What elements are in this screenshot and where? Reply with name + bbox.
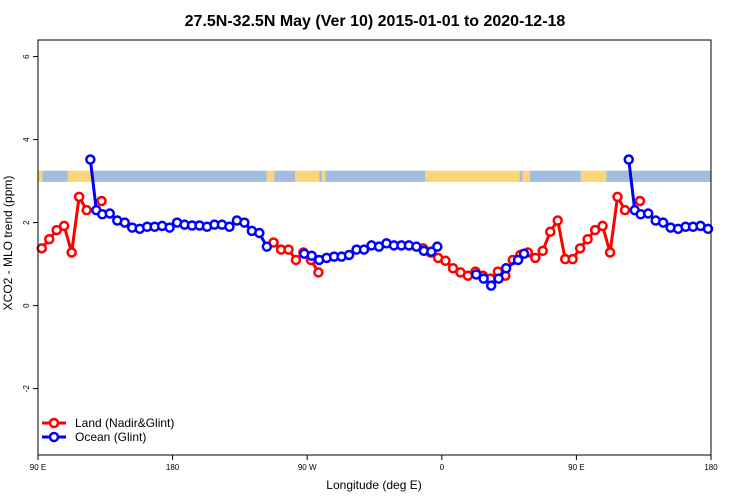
legend-marker-land [48,417,60,429]
strip-segment-ocean [325,170,426,182]
data-point [597,220,608,232]
data-point [623,154,634,165]
y-tick-label: 2 [22,220,31,225]
data-point [306,250,317,262]
data-point [470,269,482,280]
data-point [544,226,556,237]
chart-title: 27.5N-32.5N May (Ver 10) 2015-01-01 to 2… [185,13,566,30]
strip-segment-ocean [91,170,267,182]
data-point [411,241,422,252]
data-point [104,208,116,219]
x-tick-label: 0 [440,463,445,472]
data-point [81,204,92,216]
data-point [283,244,294,255]
x-axis-label: Longitude (deg E) [326,478,421,492]
strip-segment-land [580,170,607,182]
y-tick-label: 6 [22,54,31,59]
data-point [493,273,504,284]
data-point [567,253,578,265]
data-point [432,241,443,252]
data-point [85,154,96,165]
data-point [224,221,235,232]
data-point [612,191,623,203]
y-axis: -2 0 2 4 6 [22,54,38,392]
x-axis: 90 E 180 90 W 0 90 E 180 [30,455,718,472]
strip-segment-ocean [42,170,68,182]
data-point [485,280,497,291]
strip-segment-land [295,170,320,182]
data-point [478,273,489,284]
data-point [537,245,548,257]
x-tick-label: 90 E [568,463,584,472]
data-point [343,249,355,261]
series-land [36,191,646,284]
strip-segment-land [67,170,92,182]
legend-item-land: Land (Nadir&Glint) [42,416,174,430]
data-point [619,204,631,216]
strip-segment-ocean [530,170,581,182]
strip-segment-ocean [519,170,523,182]
data-point [43,233,55,245]
strip-segment-land [266,170,275,182]
data-point [530,252,541,264]
data-point [96,195,107,207]
y-tick-label: 0 [22,303,31,308]
data-point [36,243,47,254]
data-point [313,267,324,278]
data-point [642,208,654,219]
legend-label-ocean: Ocean (Glint) [75,430,146,444]
data-point [164,222,175,233]
strip-segment-ocean [606,170,711,182]
x-tick-label: 180 [166,463,180,472]
y-tick-label: -2 [22,384,31,392]
data-point [239,217,250,228]
legend-label-land: Land (Nadir&Glint) [75,416,174,430]
strip-segment-land [38,170,43,182]
data-point [66,247,77,258]
data-point [500,263,512,274]
data-point [358,244,370,255]
y-tick-label: 4 [22,137,31,142]
x-tick-label: 90 W [298,463,317,472]
plot-frame [37,39,712,456]
data-point [582,233,593,245]
strip-segment-ocean [319,170,323,182]
data-point [518,248,530,259]
data-point [604,247,616,258]
data-point [574,243,586,254]
data-point [290,254,302,266]
data-point [702,223,714,235]
data-point [73,191,85,203]
y-axis-label: XCO2 - MLO trend (ppm) [1,176,15,311]
data-point [447,263,459,274]
surface-type-strip [38,170,711,182]
data-point [254,227,265,239]
strip-segment-land [322,170,326,182]
strip-segment-ocean [274,170,296,182]
strip-segment-land [425,170,520,182]
legend-item-ocean: Ocean (Glint) [42,430,146,444]
data-point [634,195,646,207]
data-point [512,254,524,266]
data-point [589,224,601,236]
x-tick-label: 90 E [30,463,46,472]
data-point [552,215,563,226]
data-point [51,224,62,236]
data-point [440,255,451,267]
legend-marker-ocean [48,431,60,443]
legend: Land (Nadir&Glint) Ocean (Glint) [42,416,174,444]
strip-segment-land [522,170,531,182]
x-tick-label: 180 [704,463,718,472]
series-layer [36,154,714,291]
data-point [119,217,130,228]
data-point [657,217,669,228]
series-ocean [85,154,714,291]
data-point [261,241,273,252]
data-point [58,220,70,232]
